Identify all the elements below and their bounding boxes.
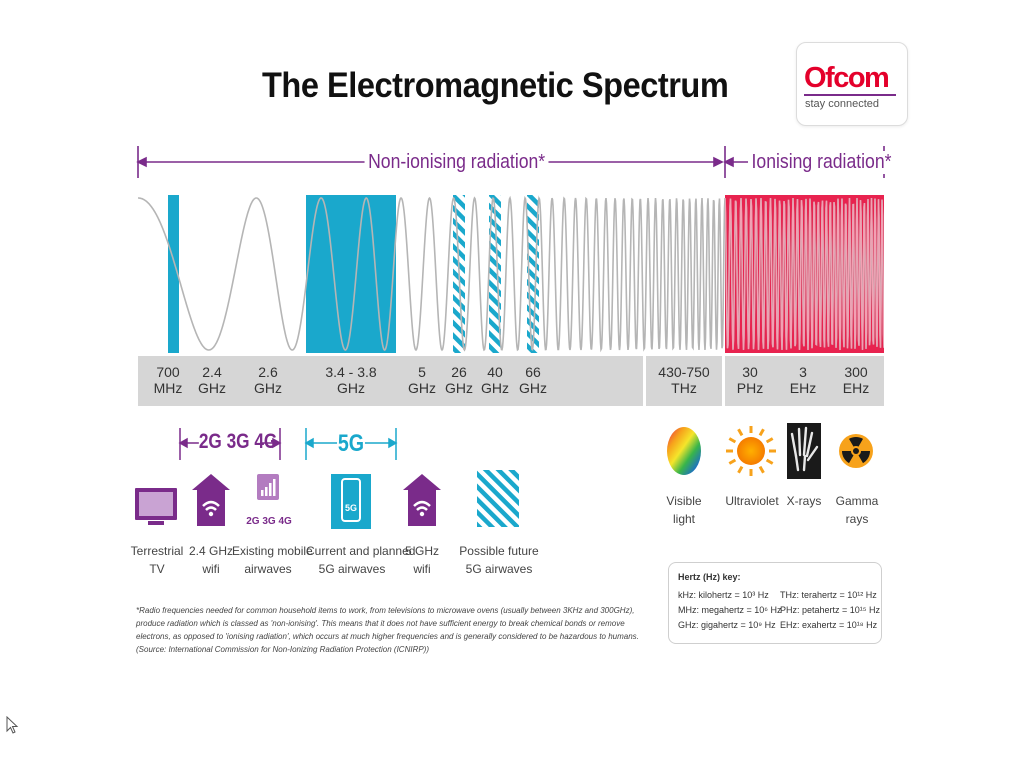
caption-x-rays: X-rays (786, 494, 822, 508)
ultraviolet-sun-icon (726, 426, 776, 476)
key-row-khz: kHz: kilohertz = 10³ Hz (678, 590, 769, 600)
5g-phone-icon: 5G (331, 474, 371, 529)
wifi-house-icon (192, 474, 230, 526)
700mhz-band (168, 195, 179, 353)
mouse-cursor-icon (6, 716, 19, 734)
caption-current-5g: Current and planned 5G airwaves (306, 544, 416, 576)
gamma-radiation-icon (839, 434, 873, 468)
radiation-blade (849, 437, 863, 447)
footnote: *Radio frequencies needed for common hou… (136, 606, 639, 654)
sun-ray (765, 437, 774, 444)
sun-ray (728, 458, 737, 465)
frequency-strip-radio (138, 356, 643, 406)
sun-ray (737, 428, 744, 437)
tv-icon (135, 488, 177, 525)
caption-existing-mobile: Existing mobile airwaves (232, 544, 313, 576)
freq-label-300ehz: 300 EHz (842, 364, 870, 396)
freq-label-5ghz: 5 GHz (408, 364, 436, 396)
non-ionising-label: Non-ionising radiation* (364, 151, 549, 174)
freq-label-700mhz: 700 MHz (153, 364, 183, 396)
ionising-wave (725, 197, 884, 351)
caption-visible-light: Visible light (666, 494, 702, 526)
40ghz-hatched-band (489, 195, 501, 353)
logo-wordmark: Ofcom (804, 62, 890, 94)
freq-label-40ghz: 40 GHz (481, 364, 509, 396)
sun-ray (758, 465, 765, 474)
frequency-strip-light (646, 356, 722, 406)
visible-light-icon (667, 427, 701, 475)
sun-ray (758, 428, 765, 437)
key-row-thz: THz: terahertz = 10¹² Hz (780, 590, 877, 600)
key-row-phz: PHz: petahertz = 10¹⁵ Hz (780, 605, 881, 615)
key-row-ehz: EHz: exahertz = 10¹⁸ Hz (780, 620, 878, 630)
freq-label-2-4ghz: 2.4 GHz (198, 364, 226, 396)
caption-future-5g: Possible future 5G airwaves (459, 544, 539, 576)
hertz-key-title: Hertz (Hz) key: (678, 572, 741, 582)
mobile-tech-label: 2G 3G 4G (198, 430, 278, 454)
freq-label-26ghz: 26 GHz (445, 364, 473, 396)
radiation-blade (842, 451, 854, 464)
frequency-strip-ionising (725, 356, 884, 406)
logo-underline (804, 94, 896, 96)
caption-5ghz-wifi: 5 GHz wifi (404, 544, 439, 576)
caption-ultraviolet: Ultraviolet (725, 494, 779, 508)
caption-gamma-rays: Gamma rays (835, 494, 879, 526)
wifi-house-5ghz-icon (403, 474, 441, 526)
hertz-key-box (668, 562, 882, 644)
x-ray-hand-icon (787, 423, 821, 479)
ionising-label: Ionising radiation* (748, 151, 895, 174)
page-title: The Electromagnetic Spectrum (262, 66, 729, 105)
svg-text:5G: 5G (345, 503, 357, 513)
caption-2-4ghz-wifi: 2.4 GHz wifi (188, 544, 233, 576)
ofcom-logo (796, 42, 908, 126)
key-row-ghz: GHz: gigahertz = 10⁹ Hz (678, 620, 776, 630)
freq-label-66ghz: 66 GHz (519, 364, 547, 396)
freq-label-3-4-3-8ghz: 3.4 - 3.8 GHz (325, 364, 377, 396)
key-row-mhz: MHz: megahertz = 10⁶ Hz (678, 605, 782, 615)
sun-ray (737, 465, 744, 474)
freq-label-2-6ghz: 2.6 GHz (254, 364, 282, 396)
freq-label-30phz: 30 PHz (736, 364, 764, 396)
freq-label-3ehz: 3 EHz (789, 364, 817, 396)
future-5g-hatched-icon (477, 470, 519, 527)
sun-ray (765, 458, 774, 465)
mast-tech-label: 2G 3G 4G (246, 516, 292, 527)
radiation-blade (858, 451, 870, 464)
logo-tagline: stay connected (805, 98, 879, 110)
5g-tech-label: 5G (337, 430, 365, 458)
mobile-mast-icon (257, 474, 279, 500)
sun-ray (728, 437, 737, 444)
caption-terrestrial-tv: Terrestrial TV (130, 544, 184, 576)
freq-label-430-750thz: 430-750 THz (658, 364, 710, 396)
